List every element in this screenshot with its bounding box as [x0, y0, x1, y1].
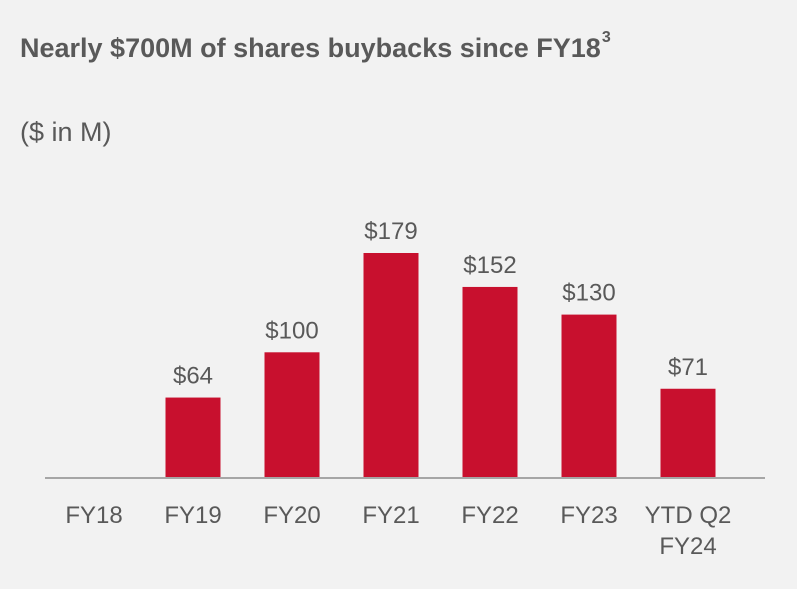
bar-fy20 — [264, 352, 320, 478]
data-label: $64 — [173, 363, 213, 390]
data-label: $130 — [562, 280, 615, 307]
chart-title: Nearly $700M of shares buybacks since FY… — [20, 29, 611, 64]
data-label: $179 — [364, 218, 417, 245]
x-tick-label: YTD Q2 — [645, 502, 732, 529]
bar-ytd-q2-fy24 — [660, 388, 716, 478]
bar-fy19 — [165, 397, 221, 478]
data-label: $152 — [463, 252, 516, 279]
bar-fy21 — [363, 253, 419, 478]
x-tick-label: FY19 — [164, 502, 221, 529]
x-tick-label: FY21 — [362, 502, 419, 529]
bar-fy22 — [462, 286, 518, 478]
x-tick-label: FY18 — [65, 502, 122, 529]
x-tick-label: FY24 — [659, 533, 716, 560]
title-footnote-marker: 3 — [601, 29, 611, 46]
data-label: $71 — [668, 354, 708, 381]
x-tick-label: FY20 — [263, 502, 320, 529]
title-text: Nearly $700M of shares buybacks since FY… — [20, 33, 601, 63]
x-tick-label: FY22 — [461, 502, 518, 529]
bar-fy23 — [561, 314, 617, 478]
x-tick-label: FY23 — [560, 502, 617, 529]
chart-units-label: ($ in M) — [20, 117, 112, 147]
data-label: $100 — [265, 317, 318, 344]
